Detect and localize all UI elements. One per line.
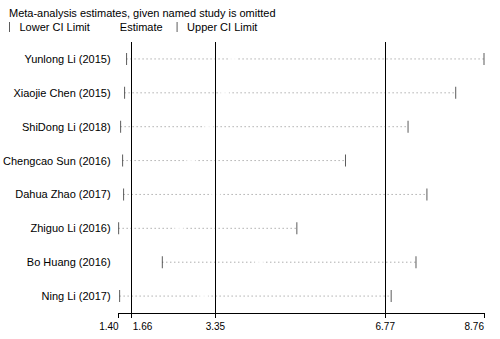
svg-text:Upper CI Limit: Upper CI Limit [187, 21, 257, 33]
svg-text:Xiaojie Chen (2015): Xiaojie Chen (2015) [13, 87, 110, 99]
svg-text:Dahua Zhao (2017): Dahua Zhao (2017) [15, 188, 110, 200]
svg-text:Zhiguo Li (2016): Zhiguo Li (2016) [31, 222, 111, 234]
svg-text:6.77: 6.77 [375, 321, 395, 332]
svg-text:3.35: 3.35 [206, 321, 226, 332]
svg-text:1.40: 1.40 [99, 321, 119, 332]
svg-text:1.66: 1.66 [133, 321, 153, 332]
svg-text:Ning Li (2017): Ning Li (2017) [42, 290, 111, 302]
svg-text:Lower CI Limit: Lower CI Limit [20, 21, 90, 33]
svg-text:Chengcao Sun (2016): Chengcao Sun (2016) [3, 155, 111, 167]
svg-text:8.76: 8.76 [465, 321, 485, 332]
svg-text:Bo Huang (2016): Bo Huang (2016) [27, 256, 111, 268]
svg-text:Yunlong Li (2015): Yunlong Li (2015) [24, 53, 110, 65]
svg-text:Estimate: Estimate [120, 21, 163, 33]
svg-text:Meta-analysis estimates, given: Meta-analysis estimates, given named stu… [9, 7, 276, 19]
svg-text:ShiDong Li (2018): ShiDong Li (2018) [22, 121, 111, 133]
